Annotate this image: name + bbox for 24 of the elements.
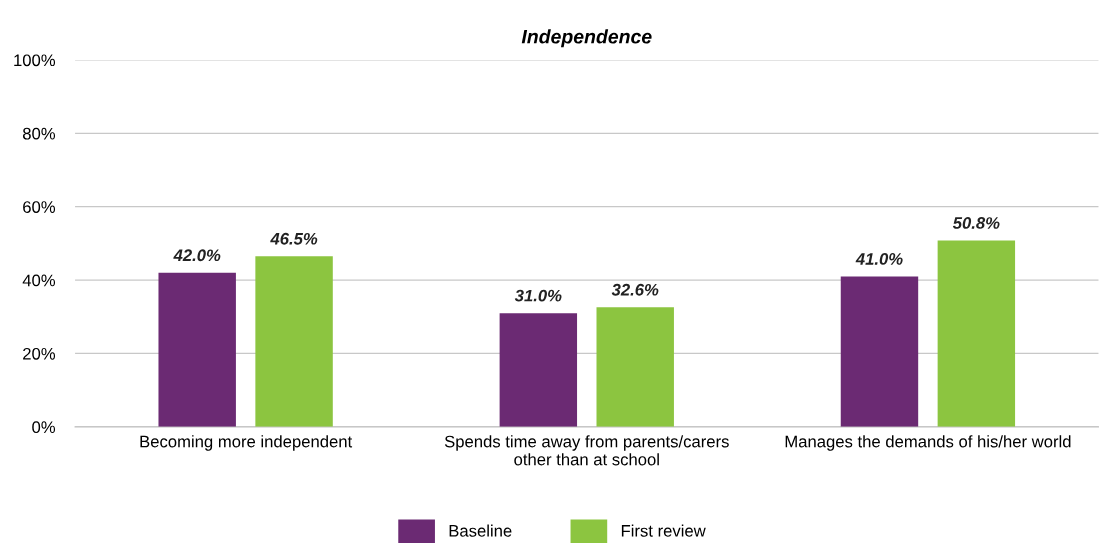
data-label: 42.0%: [173, 249, 221, 262]
y-tick-label: 0%: [32, 421, 56, 434]
bar: [255, 256, 333, 427]
data-label: 46.5%: [270, 232, 318, 245]
chart-title: Independence: [521, 29, 652, 48]
y-tick-label: 80%: [22, 127, 56, 140]
bar: [840, 276, 919, 427]
data-label: 50.8%: [952, 217, 1000, 229]
y-tick-label: 20%: [23, 347, 56, 360]
y-tick-label: 100%: [14, 54, 56, 67]
bar: [499, 313, 578, 427]
bar: [937, 240, 1016, 427]
data-label: 41.0%: [855, 253, 903, 265]
y-tick-label: 60%: [23, 201, 56, 213]
x-tick-label: Becoming more independent: [140, 435, 353, 451]
data-label: 31.0%: [514, 289, 562, 302]
data-label: 32.6%: [611, 283, 659, 296]
bar: [596, 307, 674, 427]
legend-label: Baseline: [449, 524, 512, 537]
y-tick-label: 40%: [22, 274, 56, 287]
x-tick-label: Manages the demands of his/her world: [785, 435, 1071, 451]
x-tick-label: Spends time away from parents/carers other than at school: [444, 435, 729, 466]
legend-label: First review: [621, 524, 706, 537]
bar: [158, 272, 236, 427]
